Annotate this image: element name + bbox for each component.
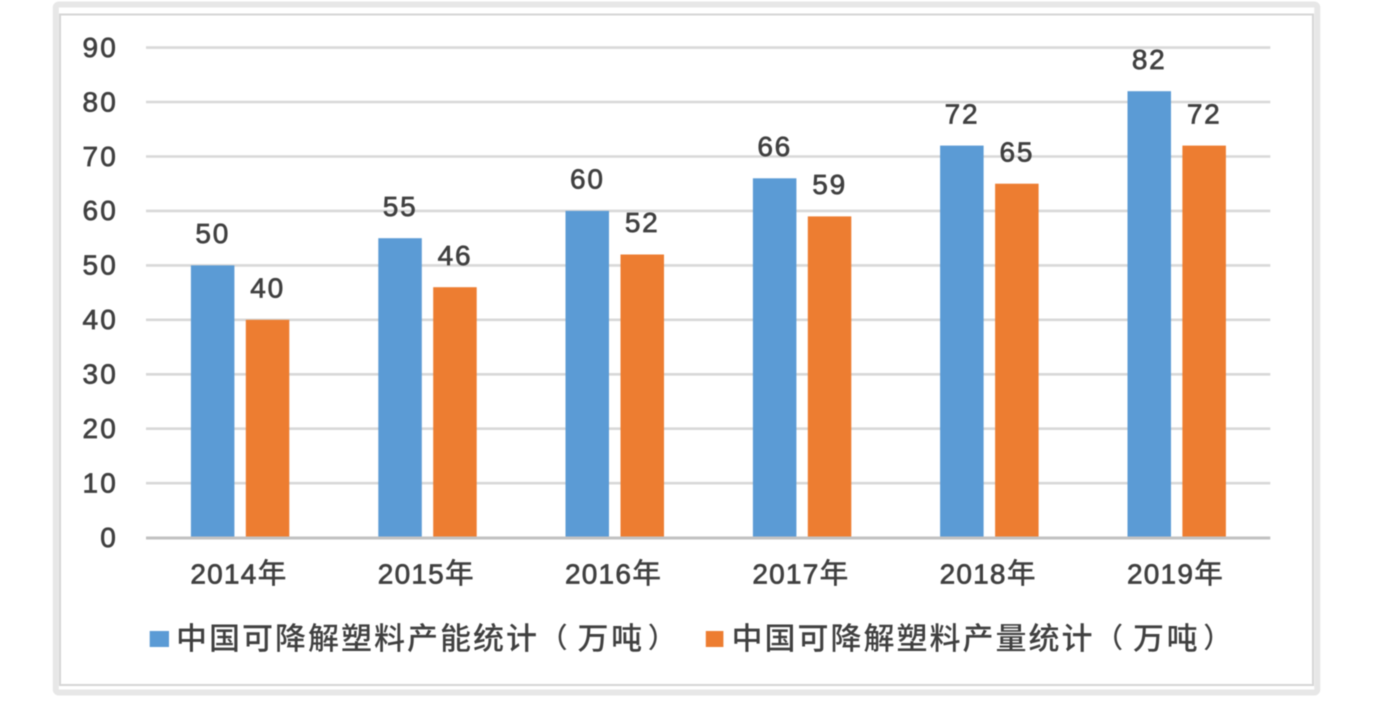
svg-text:10: 10 bbox=[82, 468, 118, 499]
svg-text:70: 70 bbox=[82, 141, 118, 172]
svg-text:2014: 2014 bbox=[190, 558, 257, 589]
svg-text:2018: 2018 bbox=[940, 558, 1007, 589]
svg-text:72: 72 bbox=[945, 98, 980, 129]
svg-text:50: 50 bbox=[82, 250, 118, 281]
svg-text:20: 20 bbox=[82, 413, 118, 444]
svg-text:30: 30 bbox=[82, 359, 118, 390]
svg-text:72: 72 bbox=[1187, 98, 1222, 129]
svg-text:65: 65 bbox=[1000, 136, 1035, 167]
svg-text:52: 52 bbox=[625, 207, 660, 238]
svg-text:60: 60 bbox=[570, 164, 605, 195]
svg-text:66: 66 bbox=[757, 131, 792, 162]
svg-text:46: 46 bbox=[438, 240, 473, 271]
svg-text:40: 40 bbox=[82, 304, 118, 335]
svg-text:50: 50 bbox=[195, 218, 230, 249]
svg-text:55: 55 bbox=[383, 191, 418, 222]
svg-text:60: 60 bbox=[82, 195, 118, 226]
svg-text:2016: 2016 bbox=[565, 558, 632, 589]
svg-text:0: 0 bbox=[100, 522, 118, 553]
svg-text:59: 59 bbox=[812, 169, 847, 200]
svg-text:40: 40 bbox=[250, 273, 285, 304]
svg-text:2017: 2017 bbox=[752, 558, 819, 589]
svg-text:2015: 2015 bbox=[378, 558, 445, 589]
svg-text:80: 80 bbox=[82, 86, 118, 117]
svg-text:2019: 2019 bbox=[1127, 558, 1194, 589]
svg-text:82: 82 bbox=[1132, 44, 1167, 75]
svg-text:90: 90 bbox=[82, 32, 118, 63]
